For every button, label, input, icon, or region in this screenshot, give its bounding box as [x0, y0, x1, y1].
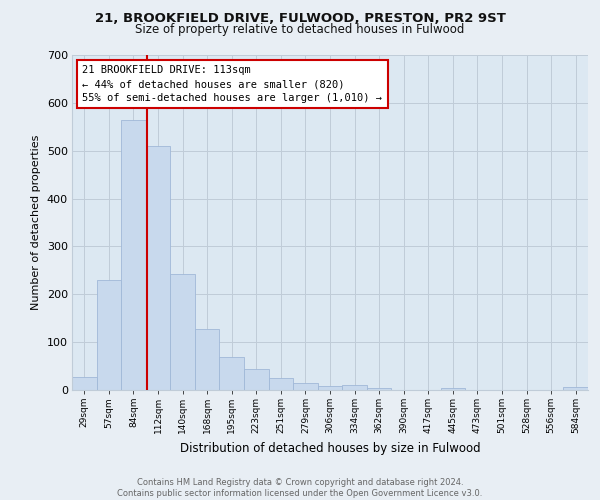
Text: Contains HM Land Registry data © Crown copyright and database right 2024.
Contai: Contains HM Land Registry data © Crown c… [118, 478, 482, 498]
Bar [97, 280, 121, 390]
Text: 21, BROOKFIELD DRIVE, FULWOOD, PRESTON, PR2 9ST: 21, BROOKFIELD DRIVE, FULWOOD, PRESTON, … [95, 12, 505, 26]
Bar [367, 388, 391, 390]
Bar [195, 329, 220, 390]
Bar [269, 378, 293, 390]
Bar [440, 388, 465, 390]
Bar [121, 120, 146, 390]
Bar [146, 146, 170, 390]
Bar [72, 376, 97, 390]
Bar [220, 356, 244, 390]
Text: 21 BROOKFIELD DRIVE: 113sqm
← 44% of detached houses are smaller (820)
55% of se: 21 BROOKFIELD DRIVE: 113sqm ← 44% of det… [82, 65, 382, 103]
Bar [244, 370, 269, 390]
Bar [318, 386, 342, 390]
Bar [293, 384, 318, 390]
Bar [170, 274, 195, 390]
Y-axis label: Number of detached properties: Number of detached properties [31, 135, 41, 310]
Bar [563, 386, 588, 390]
Bar [342, 384, 367, 390]
X-axis label: Distribution of detached houses by size in Fulwood: Distribution of detached houses by size … [179, 442, 481, 454]
Text: Size of property relative to detached houses in Fulwood: Size of property relative to detached ho… [136, 22, 464, 36]
